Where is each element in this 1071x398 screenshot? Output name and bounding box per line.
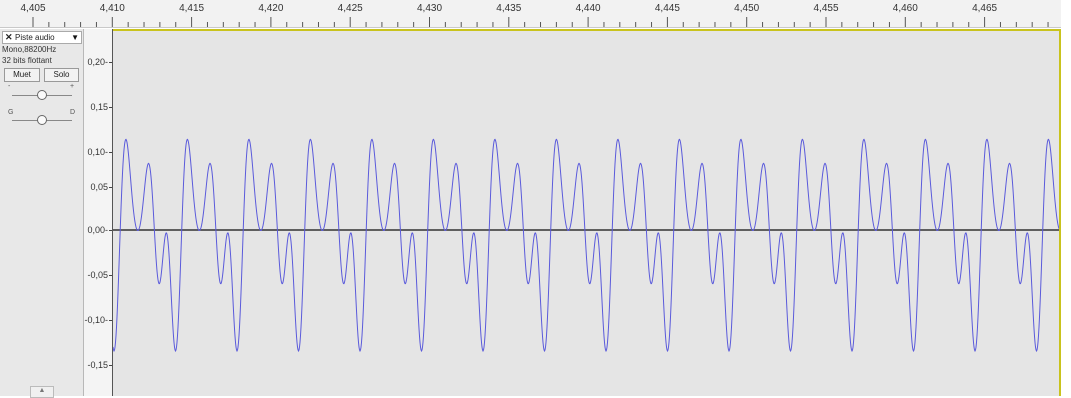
ruler-label: 4,445 bbox=[654, 3, 680, 14]
amplitude-label: -0,15 bbox=[87, 360, 108, 370]
solo-button[interactable]: Solo bbox=[44, 68, 79, 82]
amplitude-label: 0,05 bbox=[90, 182, 108, 192]
ruler-label: 4,420 bbox=[258, 3, 284, 14]
ruler-ticks bbox=[32, 17, 1049, 27]
collapse-arrow-icon[interactable]: ▲ bbox=[30, 386, 54, 398]
gain-minus-label: - bbox=[8, 83, 11, 90]
amplitude-tick bbox=[109, 152, 112, 153]
pan-slider-thumb[interactable] bbox=[37, 115, 47, 125]
ruler-label: 4,415 bbox=[179, 3, 205, 14]
ruler-label: 4,450 bbox=[734, 3, 760, 14]
amplitude-label: 0,10- bbox=[87, 147, 108, 157]
ruler-label: 4,435 bbox=[496, 3, 522, 14]
ruler-label: 4,410 bbox=[99, 3, 125, 14]
ruler-label: 4,440 bbox=[575, 3, 601, 14]
amplitude-label: 0,20- bbox=[87, 57, 108, 67]
amplitude-tick bbox=[109, 275, 112, 276]
ruler-label: 4,465 bbox=[972, 3, 998, 14]
amplitude-tick bbox=[109, 187, 112, 188]
ruler-label: 4,460 bbox=[892, 3, 918, 14]
track-format: Mono,88200Hz bbox=[2, 45, 57, 54]
amplitude-tick bbox=[109, 107, 112, 108]
pan-right-label: D bbox=[70, 109, 76, 116]
close-icon[interactable]: ✕ bbox=[5, 32, 13, 42]
track-bit-depth: 32 bits flottant bbox=[2, 56, 52, 65]
waveform-line bbox=[113, 138, 1059, 353]
amplitude-label: -0,05 bbox=[87, 270, 108, 280]
track-control-panel: ✕ Piste audio ▼ Mono,88200Hz 32 bits flo… bbox=[0, 29, 84, 398]
ruler-label: 4,425 bbox=[337, 3, 363, 14]
amplitude-tick bbox=[109, 62, 112, 63]
gain-plus-label: + bbox=[70, 83, 75, 90]
amplitude-tick bbox=[109, 320, 112, 321]
pan-left-label: G bbox=[8, 109, 14, 116]
amplitude-axis: 0,20- 0,15 0,10- 0,05 0,00- -0,05 -0,10- -0,15 bbox=[84, 29, 113, 396]
amplitude-label: -0,10- bbox=[84, 315, 108, 325]
amplitude-tick bbox=[109, 365, 112, 366]
track-name[interactable]: Piste audio bbox=[15, 33, 55, 42]
track-title-bar[interactable]: ✕ Piste audio ▼ bbox=[2, 31, 82, 44]
ruler-label: 4,405 bbox=[20, 3, 46, 14]
ruler-label: 4,430 bbox=[416, 3, 443, 14]
amplitude-label: 0,15 bbox=[90, 102, 108, 112]
right-margin bbox=[1061, 0, 1071, 396]
dropdown-arrow-icon[interactable]: ▼ bbox=[71, 33, 79, 42]
amplitude-tick bbox=[109, 230, 112, 231]
waveform-plot[interactable] bbox=[113, 31, 1059, 396]
gain-slider-thumb[interactable] bbox=[37, 90, 47, 100]
waveform-area[interactable] bbox=[113, 29, 1061, 396]
amplitude-label: 0,00- bbox=[87, 225, 108, 235]
timeline-ruler[interactable]: 4,405 4,410 4,415 4,420 4,425 4,430 4,435 4,440… bbox=[0, 0, 1071, 28]
ruler-label: 4,455 bbox=[813, 3, 839, 14]
mute-button[interactable]: Muet bbox=[4, 68, 40, 82]
